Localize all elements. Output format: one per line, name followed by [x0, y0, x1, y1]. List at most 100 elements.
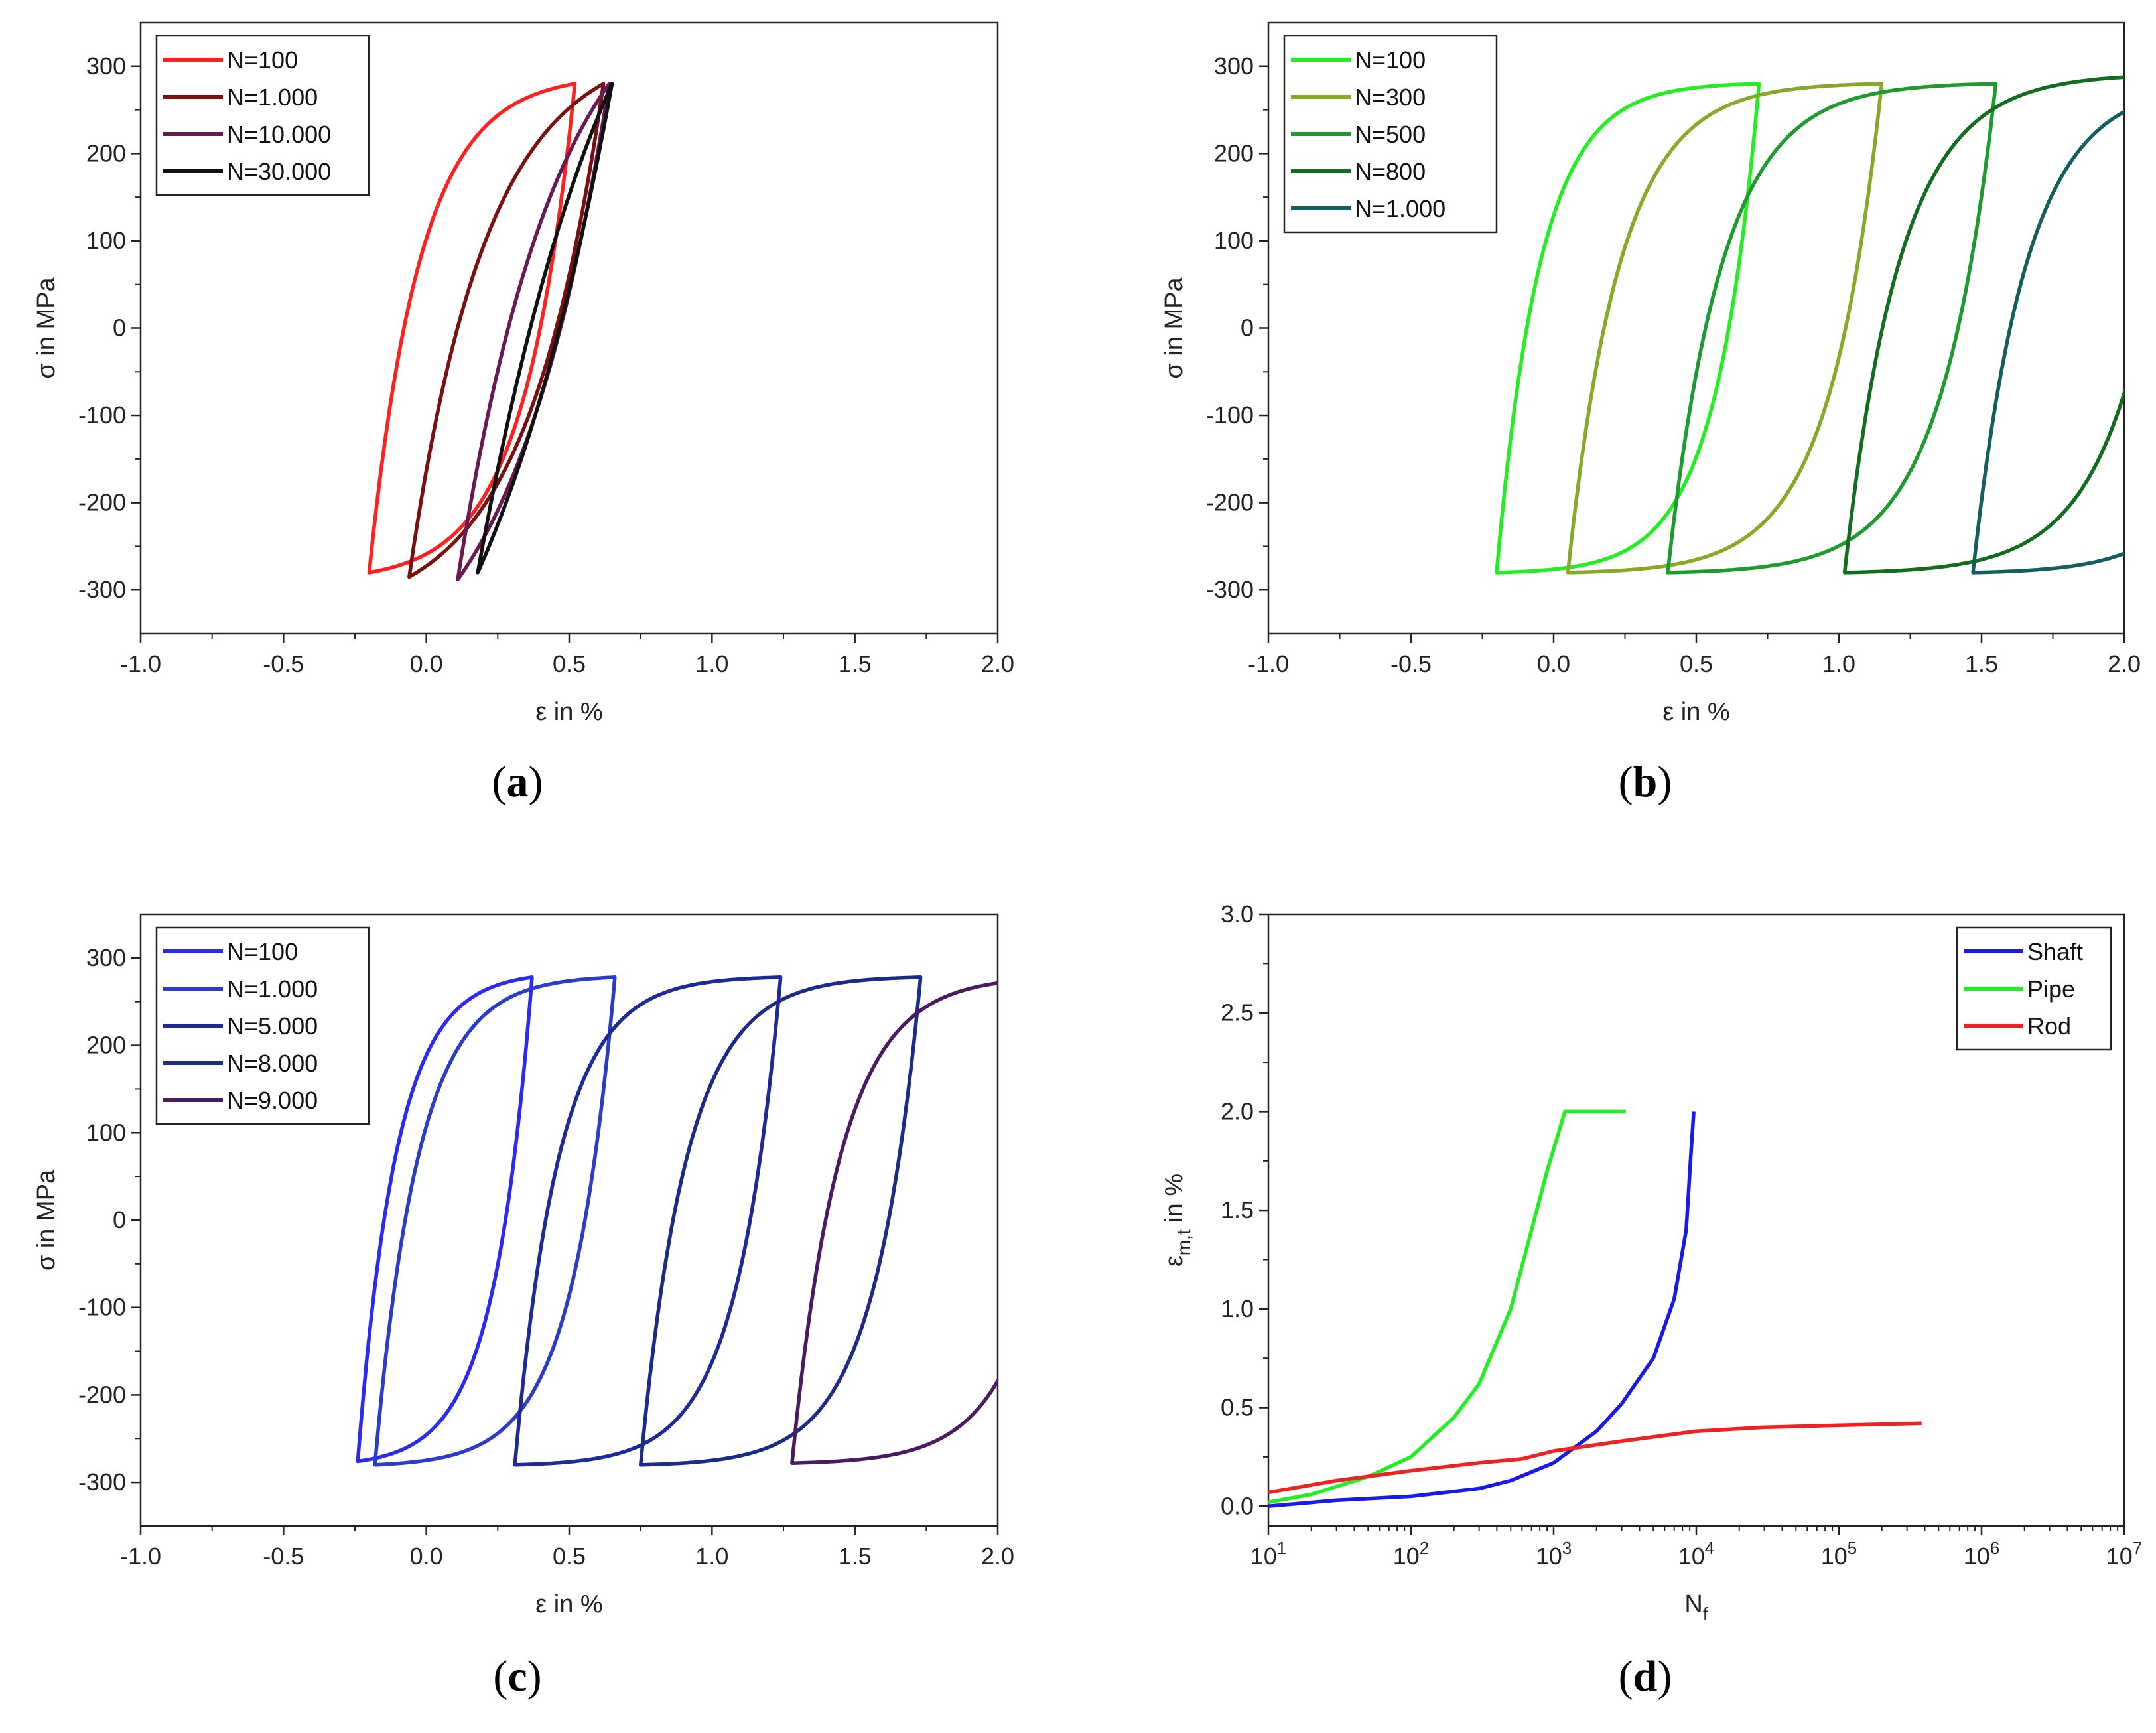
- legend-entry: N=10.000: [227, 121, 331, 148]
- legend-box: [155, 35, 370, 196]
- x-tick-label: 0.5: [1680, 650, 1713, 677]
- legend-entry: N=100: [1355, 46, 1426, 74]
- y-tick-label: 1.5: [1221, 1196, 1254, 1223]
- y-tick-label: 0.5: [1221, 1394, 1254, 1421]
- x-tick-label: -1.0: [120, 1543, 161, 1570]
- y-axis-label: σ in MPa: [33, 277, 60, 378]
- legend-entry: N=300: [1355, 84, 1426, 111]
- series-line: [790, 981, 998, 1465]
- y-tick-label: 3.0: [1221, 900, 1254, 928]
- legend: N=100 N=300 N=500 N=800 N=1.000: [1283, 35, 1498, 234]
- legend-entry: N=800: [1355, 158, 1426, 185]
- y-tick-label: 100: [86, 1119, 126, 1146]
- x-tick-label: 0.0: [1537, 650, 1570, 677]
- legend-entry: N=8.000: [227, 1050, 318, 1077]
- panel-caption: (c): [493, 1652, 541, 1700]
- legend-entry: N=9.000: [227, 1087, 318, 1114]
- series-line: [1268, 1111, 1696, 1509]
- legend-entry: Pipe: [2027, 975, 2075, 1003]
- x-tick-label: 2.0: [981, 650, 1014, 677]
- y-tick-label: -300: [78, 1468, 126, 1495]
- series-line: [1268, 1109, 1626, 1505]
- y-tick-label: 300: [1214, 52, 1254, 80]
- legend-entry: N=30.000: [227, 158, 331, 185]
- x-tick-label: 0.0: [410, 1543, 443, 1570]
- y-tick-label: 0: [113, 314, 126, 342]
- series-line: [638, 975, 923, 1467]
- x-axis-label: Nf: [1684, 1590, 1708, 1624]
- x-tick-label: 0.5: [553, 1543, 586, 1570]
- legend-entry: N=1.000: [227, 975, 318, 1003]
- legend-entry: N=500: [1355, 121, 1426, 148]
- series-line: [1495, 82, 1761, 575]
- legend-entry: N=100: [227, 46, 298, 74]
- y-tick-label: 200: [86, 139, 126, 167]
- series-line: [456, 82, 612, 582]
- x-tick-label: 0.5: [553, 650, 586, 677]
- x-axis-label: ε in %: [535, 1590, 602, 1618]
- x-tick-label: 1.0: [695, 650, 728, 677]
- series-line: [476, 82, 614, 575]
- panel-caption: (a): [492, 758, 543, 806]
- legend: N=100 N=1.000 N=10.000 N=30.000: [155, 35, 370, 196]
- plot-area: [356, 975, 998, 1467]
- y-tick-label: -200: [78, 489, 126, 516]
- x-tick-label: 101: [1250, 1538, 1287, 1570]
- y-tick-label: 2.0: [1221, 1097, 1254, 1125]
- legend-entry: N=5.000: [227, 1012, 318, 1040]
- panel-caption: (b): [1619, 758, 1672, 806]
- y-tick-label: -300: [78, 576, 126, 603]
- x-tick-label: 1.5: [1965, 650, 1998, 677]
- x-tick-label: -0.5: [1390, 650, 1432, 677]
- y-tick-label: -100: [78, 1294, 126, 1321]
- panel-b: -1.0 -0.5 0.0 0.5 1.0 1.5 2.0 -300 -200 -100 0 100 2…: [1160, 21, 2141, 806]
- series-line: [1971, 109, 2124, 575]
- x-tick-label: 1.5: [839, 650, 872, 677]
- plot-area: [1495, 75, 2124, 575]
- series-line: [407, 82, 606, 579]
- x-tick-label: 104: [1678, 1538, 1715, 1570]
- x-tick-label: 1.0: [695, 1543, 728, 1570]
- series-line: [373, 975, 617, 1467]
- x-tick-label: 106: [1964, 1538, 2000, 1570]
- series-line: [1666, 82, 1998, 575]
- y-tick-label: -100: [78, 401, 126, 429]
- y-tick-label: 0: [113, 1206, 126, 1233]
- x-tick-label: 103: [1536, 1538, 1572, 1570]
- legend-entry: N=1.000: [227, 84, 318, 111]
- y-axis-label: σ in MPa: [1160, 277, 1188, 378]
- y-tick-label: -300: [1206, 576, 1254, 603]
- x-tick-label: 107: [2106, 1538, 2143, 1570]
- series-line: [1842, 75, 2124, 575]
- x-tick-label: 2.0: [2108, 650, 2141, 677]
- legend-entry: N=100: [227, 938, 298, 965]
- legend: N=100 N=1.000 N=5.000 N=8.000 N=9.000: [155, 926, 370, 1125]
- y-tick-label: 0: [1241, 314, 1254, 342]
- legend-entry: Shaft: [2027, 938, 2083, 965]
- series-line: [367, 82, 577, 575]
- y-axis-label: σ in MPa: [33, 1169, 60, 1271]
- x-tick-label: 102: [1393, 1538, 1430, 1570]
- plot-area: [1268, 1109, 1922, 1509]
- y-tick-label: 300: [86, 52, 126, 80]
- legend-entry: Rod: [2027, 1012, 2071, 1040]
- series-line: [1268, 1421, 1922, 1495]
- y-tick-label: 100: [86, 227, 126, 254]
- plot-area: [367, 82, 614, 582]
- y-tick-label: 2.5: [1221, 999, 1254, 1026]
- y-tick-label: 200: [1214, 139, 1254, 167]
- x-tick-label: 1.5: [839, 1543, 872, 1570]
- panel-caption: (d): [1619, 1652, 1672, 1700]
- x-tick-label: 0.0: [410, 650, 443, 677]
- x-tick-label: -1.0: [120, 650, 161, 677]
- x-tick-label: 1.0: [1822, 650, 1855, 677]
- y-tick-label: 1.0: [1221, 1295, 1254, 1322]
- series-line: [1566, 82, 1884, 575]
- y-tick-label: -200: [1206, 489, 1254, 516]
- legend: Shaft Pipe Rod: [1956, 926, 2112, 1051]
- x-tick-label: -0.5: [263, 1543, 304, 1570]
- series-line: [513, 975, 783, 1467]
- y-tick-label: 100: [1214, 227, 1254, 254]
- y-tick-label: -100: [1206, 401, 1254, 429]
